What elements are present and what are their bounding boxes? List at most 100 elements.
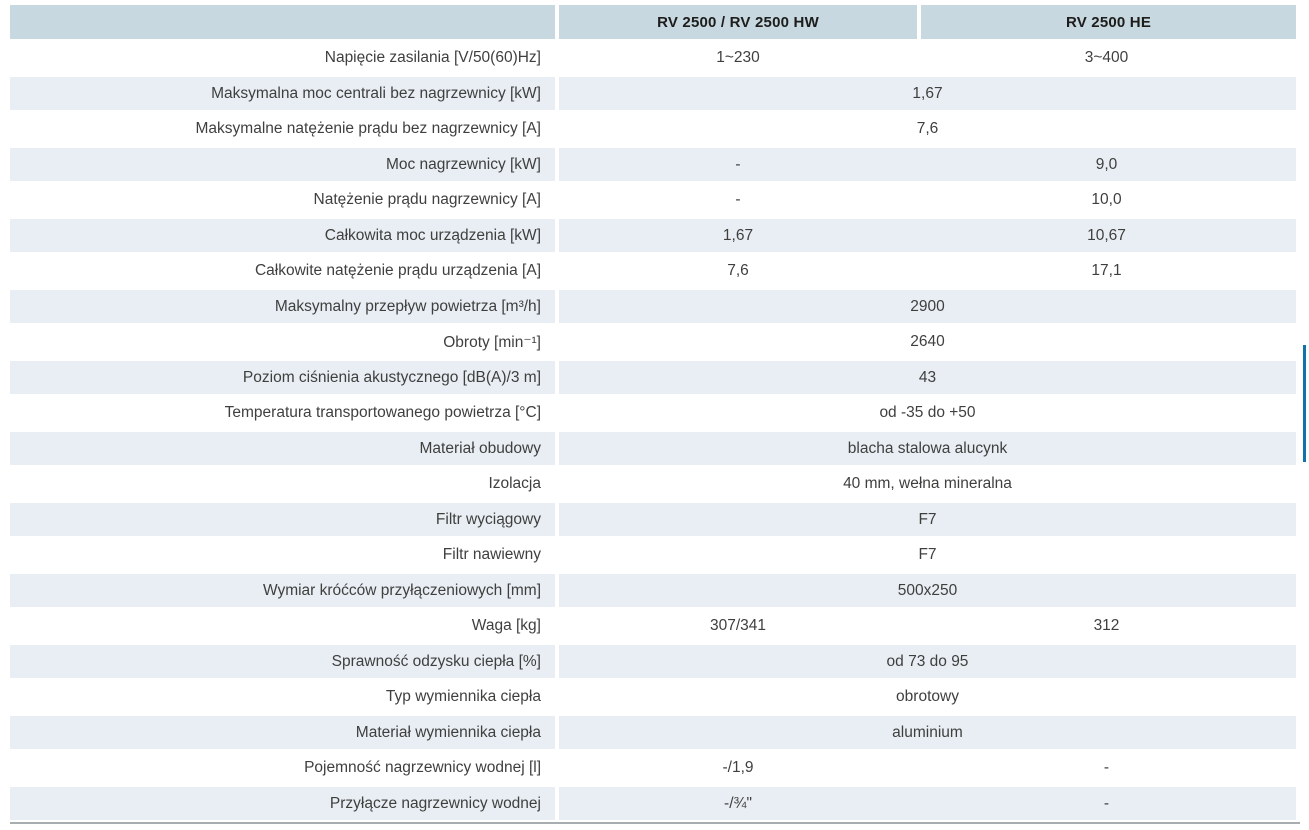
value-span-both-models: 2640 xyxy=(910,333,945,350)
column-gap xyxy=(555,219,559,252)
value-rv2500-he: 312 xyxy=(1093,617,1120,634)
column-gap xyxy=(555,77,559,110)
table-row: Natężenie prądu nagrzewnicy [A] - 10,0 xyxy=(10,183,1296,217)
value-span-both-models: aluminium xyxy=(892,723,963,741)
value-rv2500-he: 10,0 xyxy=(1091,191,1122,208)
value-span-both-models: od 73 do 95 xyxy=(886,652,969,670)
table-row: Maksymalna moc centrali bez nagrzewnicy … xyxy=(10,77,1296,110)
table-row: Całkowita moc urządzenia [kW] 1,67 10,67 xyxy=(10,219,1296,252)
column-gap xyxy=(555,112,559,146)
row-label: Całkowite natężenie prądu urządzenia [A] xyxy=(254,262,541,279)
column-gap xyxy=(555,787,559,820)
row-label: Filtr nawiewny xyxy=(442,546,541,563)
table-body: Napięcie zasilania [V/50(60)Hz] 1~230 3~40… xyxy=(10,41,1296,820)
table-row: Wymiar króćców przyłączeniowych [mm] 500x… xyxy=(10,574,1296,607)
header-empty-cell xyxy=(10,5,555,39)
table-row: Filtr nawiewny F7 xyxy=(10,538,1296,572)
column-gap xyxy=(555,645,559,678)
column-gap xyxy=(555,5,559,39)
column-gap xyxy=(555,680,559,714)
row-label: Wymiar króćców przyłączeniowych [mm] xyxy=(10,574,555,607)
row-label: Całkowita moc urządzenia [kW] xyxy=(10,219,555,252)
table-header-row: RV 2500 / RV 2500 HW RV 2500 HE xyxy=(10,5,1296,39)
value-span-both-models: F7 xyxy=(918,510,937,528)
table-row: Temperatura transportowanego powietrza [… xyxy=(10,396,1296,430)
row-values: blacha stalowa alucynk xyxy=(559,432,1296,465)
row-label: Przyłącze nagrzewnicy wodnej xyxy=(10,787,555,820)
column-gap xyxy=(555,41,559,75)
value-rv2500-hw: 7,6 xyxy=(727,262,749,279)
value-span-both-models: blacha stalowa alucynk xyxy=(847,439,1008,457)
row-label: Materiał obudowy xyxy=(10,432,555,465)
value-rv2500-hw: 1,67 xyxy=(722,226,754,244)
column-gap xyxy=(917,5,921,39)
column-gap xyxy=(555,361,559,394)
row-label: Pojemność nagrzewnicy wodnej [l] xyxy=(304,759,541,776)
value-span-both-models: 1,67 xyxy=(912,84,943,102)
value-span-both-models: obrotowy xyxy=(896,688,959,705)
row-label: Typ wymiennika ciepła xyxy=(385,688,541,705)
column-gap xyxy=(555,148,559,181)
table-row: Obroty [min⁻¹] 2640 xyxy=(10,325,1296,359)
value-rv2500-he: 17,1 xyxy=(1091,262,1122,279)
value-rv2500-he: 9,0 xyxy=(1095,155,1118,173)
table-row: Pojemność nagrzewnicy wodnej [l] -/1,9 - xyxy=(10,751,1296,785)
value-rv2500-he: - xyxy=(1103,794,1110,812)
value-rv2500-hw: - xyxy=(735,191,741,208)
row-label: Napięcie zasilania [V/50(60)Hz] xyxy=(324,49,541,66)
column-gap xyxy=(555,290,559,323)
row-values: 500x250 xyxy=(559,574,1296,607)
column-gap xyxy=(555,574,559,607)
bottom-divider xyxy=(10,822,1300,824)
row-values: 1,67 xyxy=(559,77,1296,110)
value-rv2500-hw: 307/341 xyxy=(709,617,767,634)
header-col-rv2500-he: RV 2500 HE xyxy=(921,5,1296,39)
row-label: Natężenie prądu nagrzewnicy [A] xyxy=(313,191,541,208)
value-rv2500-hw: -/¾" xyxy=(724,794,752,812)
table-row: Typ wymiennika ciepła obrotowy xyxy=(10,680,1296,714)
table-row: Poziom ciśnienia akustycznego [dB(A)/3 m… xyxy=(10,361,1296,394)
column-gap xyxy=(555,396,559,430)
column-gap xyxy=(555,716,559,749)
table-row: Izolacja 40 mm, wełna mineralna xyxy=(10,467,1296,501)
row-label: Moc nagrzewnicy [kW] xyxy=(10,148,555,181)
value-span-both-models: F7 xyxy=(918,546,937,563)
row-values: obrotowy xyxy=(559,681,1296,714)
row-values: 7,6 17,1 xyxy=(559,255,1296,288)
value-span-both-models: 7,6 xyxy=(916,120,939,137)
column-gap xyxy=(555,183,559,217)
row-label: Izolacja xyxy=(488,475,541,492)
row-values: od 73 do 95 xyxy=(559,645,1296,678)
row-values: od -35 do +50 xyxy=(559,397,1296,430)
column-gap xyxy=(555,609,559,643)
table-row: Przyłącze nagrzewnicy wodnej -/¾" - xyxy=(10,787,1296,820)
table-row: Materiał obudowy blacha stalowa alucynk xyxy=(10,432,1296,465)
row-values: 7,6 xyxy=(559,113,1296,146)
row-label: Filtr wyciągowy xyxy=(10,503,555,536)
column-gap xyxy=(555,503,559,536)
column-gap xyxy=(555,325,559,359)
value-span-both-models: od -35 do +50 xyxy=(879,404,976,421)
row-label: Maksymalny przepływ powietrza [m³/h] xyxy=(10,290,555,323)
row-values: aluminium xyxy=(559,716,1296,749)
table-row: Moc nagrzewnicy [kW] - 9,0 xyxy=(10,148,1296,181)
row-values: F7 xyxy=(559,539,1296,572)
row-values: -/1,9 - xyxy=(559,752,1296,785)
value-span-both-models: 40 mm, wełna mineralna xyxy=(843,475,1012,492)
row-label: Maksymalna moc centrali bez nagrzewnicy … xyxy=(10,77,555,110)
row-label: Materiał wymiennika ciepła xyxy=(10,716,555,749)
value-span-both-models: 2900 xyxy=(910,297,945,315)
column-gap xyxy=(555,432,559,465)
table-row: Maksymalne natężenie prądu bez nagrzewni… xyxy=(10,112,1296,146)
row-label: Waga [kg] xyxy=(471,617,541,634)
value-span-both-models: 43 xyxy=(918,368,937,386)
column-gap xyxy=(555,467,559,501)
column-gap xyxy=(555,538,559,572)
column-gap xyxy=(555,254,559,288)
table-row: Materiał wymiennika ciepła aluminium xyxy=(10,716,1296,749)
row-values: F7 xyxy=(559,503,1296,536)
page-edge-accent-bar xyxy=(1303,345,1306,462)
row-values: 40 mm, wełna mineralna xyxy=(559,468,1296,501)
spec-table: RV 2500 / RV 2500 HW RV 2500 HE Napięcie… xyxy=(10,5,1296,820)
